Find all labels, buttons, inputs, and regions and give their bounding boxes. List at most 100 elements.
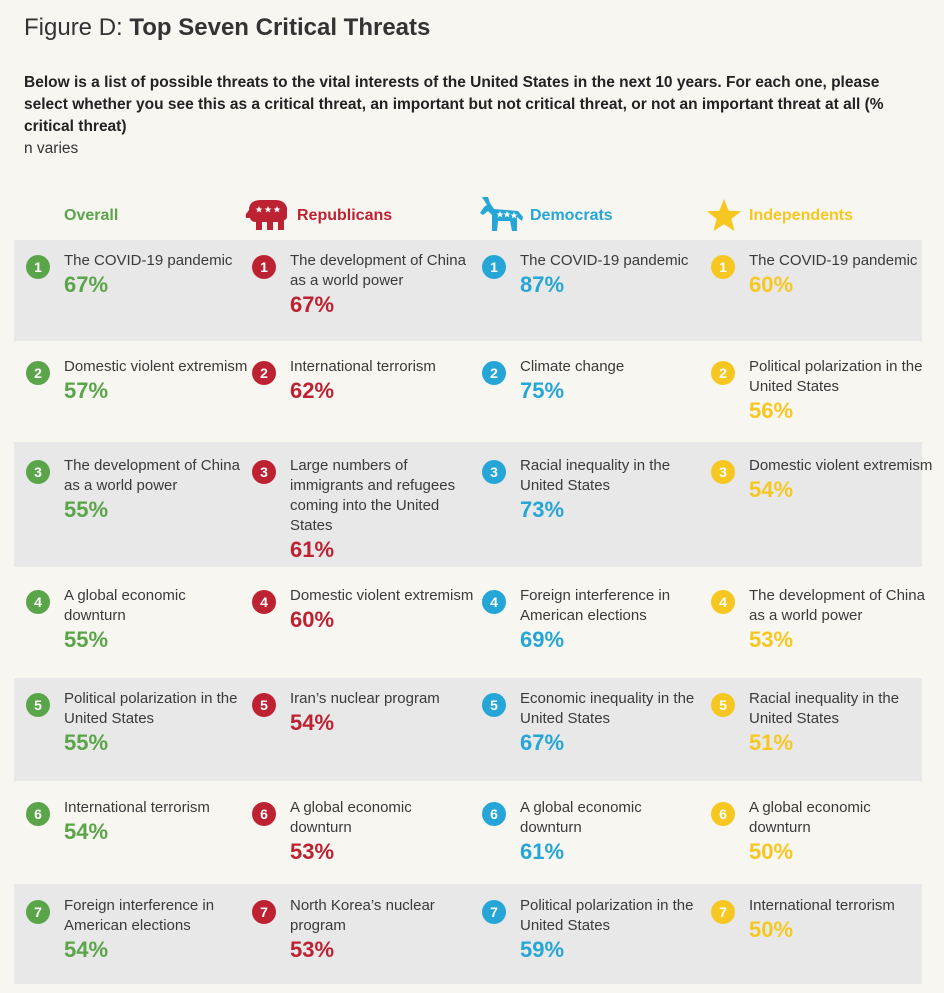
threat-label: The COVID-19 pandemic — [520, 252, 689, 269]
threat-label: Political polarization in the United Sta… — [520, 897, 694, 934]
threat-label: Domestic violent extremism — [749, 457, 933, 474]
row-band-1 — [14, 240, 922, 341]
threat-percent: 62% — [290, 378, 335, 403]
threat-label: The development of China as a world powe… — [290, 252, 466, 289]
threat-label: Racial inequality in the United States — [749, 690, 900, 727]
threat-label: A global economic downturn — [64, 587, 186, 624]
threat-label: The COVID-19 pandemic — [64, 252, 233, 269]
rank-badge: 2 — [711, 361, 735, 385]
row-band-7 — [14, 884, 922, 984]
threat-label: Foreign interference in American electio… — [520, 587, 671, 624]
threat-label: Political polarization in the United Sta… — [64, 690, 238, 727]
survey-question: Below is a list of possible threats to t… — [24, 74, 884, 135]
threat-percent: 61% — [290, 537, 335, 562]
threat-percent: 50% — [749, 917, 794, 942]
rank-badge: 1 — [482, 255, 506, 279]
row-band-5 — [14, 678, 922, 781]
threat-percent: 87% — [520, 272, 565, 297]
threat-percent: 67% — [290, 292, 335, 317]
threat-percent: 59% — [520, 937, 565, 962]
threat-label: Large numbers of immigrants and refugees… — [290, 457, 456, 534]
rank-badge: 3 — [482, 460, 506, 484]
elephant-icon — [245, 200, 287, 230]
threat-label: Racial inequality in the United States — [520, 457, 671, 494]
threat-percent: 56% — [749, 398, 794, 423]
threat-label: International terrorism — [290, 358, 436, 375]
threat-percent: 50% — [749, 839, 794, 864]
header-democrats: Democrats — [478, 190, 613, 242]
threat-label: The development of China as a world powe… — [64, 457, 240, 494]
threat-label: A global economic downturn — [520, 799, 642, 836]
threat-label: Climate change — [520, 358, 625, 375]
threat-percent: 53% — [749, 627, 794, 652]
header-overall: Overall — [64, 190, 118, 242]
threat-percent: 67% — [520, 730, 565, 755]
sample-note: n varies — [24, 140, 79, 157]
threat-percent: 54% — [64, 819, 109, 844]
threat-label: Iran’s nuclear program — [290, 690, 440, 707]
figure-title: Top Seven Critical Threats — [129, 14, 431, 41]
rank-badge: 2 — [252, 361, 276, 385]
threat-percent: 67% — [64, 272, 109, 297]
rank-badge: 1 — [26, 255, 50, 279]
rank-badge: 6 — [26, 802, 50, 826]
rank-badge: 4 — [711, 590, 735, 614]
rank-badge: 2 — [26, 361, 50, 385]
figure-prefix: Figure D: — [24, 14, 123, 41]
rank-badge: 3 — [252, 460, 276, 484]
rank-badge: 7 — [482, 900, 506, 924]
threat-label: North Korea’s nuclear program — [290, 897, 435, 934]
threat-percent: 69% — [520, 627, 565, 652]
rank-badge: 1 — [252, 255, 276, 279]
threat-label: A global economic downturn — [290, 799, 412, 836]
threat-percent: 55% — [64, 627, 109, 652]
header-republicans: Republicans — [245, 190, 392, 242]
row-band-3 — [14, 442, 922, 567]
chart-title: Figure D: Top Seven Critical Threats — [24, 14, 430, 42]
header-democrats-label: Democrats — [530, 207, 613, 224]
donkey-icon — [480, 197, 523, 231]
header-republicans-label: Republicans — [297, 207, 393, 224]
threat-percent: 75% — [520, 378, 565, 403]
rank-badge: 4 — [482, 590, 506, 614]
header-independents-label: Independents — [749, 207, 854, 224]
rank-badge: 7 — [711, 900, 735, 924]
star-icon — [707, 199, 741, 231]
rank-badge: 7 — [252, 900, 276, 924]
rank-badge: 1 — [711, 255, 735, 279]
threat-percent: 54% — [290, 710, 335, 735]
rank-badge: 7 — [26, 900, 50, 924]
threat-percent: 60% — [749, 272, 794, 297]
header-independents: Independents — [705, 190, 853, 242]
threat-percent: 53% — [290, 937, 335, 962]
threat-percent: 53% — [290, 839, 335, 864]
threat-percent: 57% — [64, 378, 109, 403]
threat-percent: 55% — [64, 730, 109, 755]
threat-label: International terrorism — [749, 897, 895, 914]
threat-label: The development of China as a world powe… — [749, 587, 925, 624]
rank-badge: 5 — [252, 693, 276, 717]
rank-badge: 6 — [711, 802, 735, 826]
threat-label: Political polarization in the United Sta… — [749, 358, 923, 395]
rank-badge: 5 — [482, 693, 506, 717]
rank-badge: 5 — [711, 693, 735, 717]
threat-percent: 51% — [749, 730, 794, 755]
rank-badge: 6 — [482, 802, 506, 826]
rank-badge: 5 — [26, 693, 50, 717]
threat-percent: 61% — [520, 839, 565, 864]
threat-percent: 54% — [749, 477, 794, 502]
threat-label: A global economic downturn — [749, 799, 871, 836]
threat-percent: 60% — [290, 607, 335, 632]
threat-label: The COVID-19 pandemic — [749, 252, 918, 269]
rank-badge: 2 — [482, 361, 506, 385]
threat-percent: 55% — [64, 497, 109, 522]
rank-badge: 6 — [252, 802, 276, 826]
threat-percent: 54% — [64, 937, 109, 962]
threat-label: International terrorism — [64, 799, 210, 816]
threat-label: Foreign interference in American electio… — [64, 897, 215, 934]
rank-badge: 3 — [711, 460, 735, 484]
header-overall-label: Overall — [64, 207, 119, 224]
threat-label: Economic inequality in the United States — [520, 690, 695, 727]
threat-percent: 73% — [520, 497, 565, 522]
threat-label: Domestic violent extremism — [64, 358, 248, 375]
